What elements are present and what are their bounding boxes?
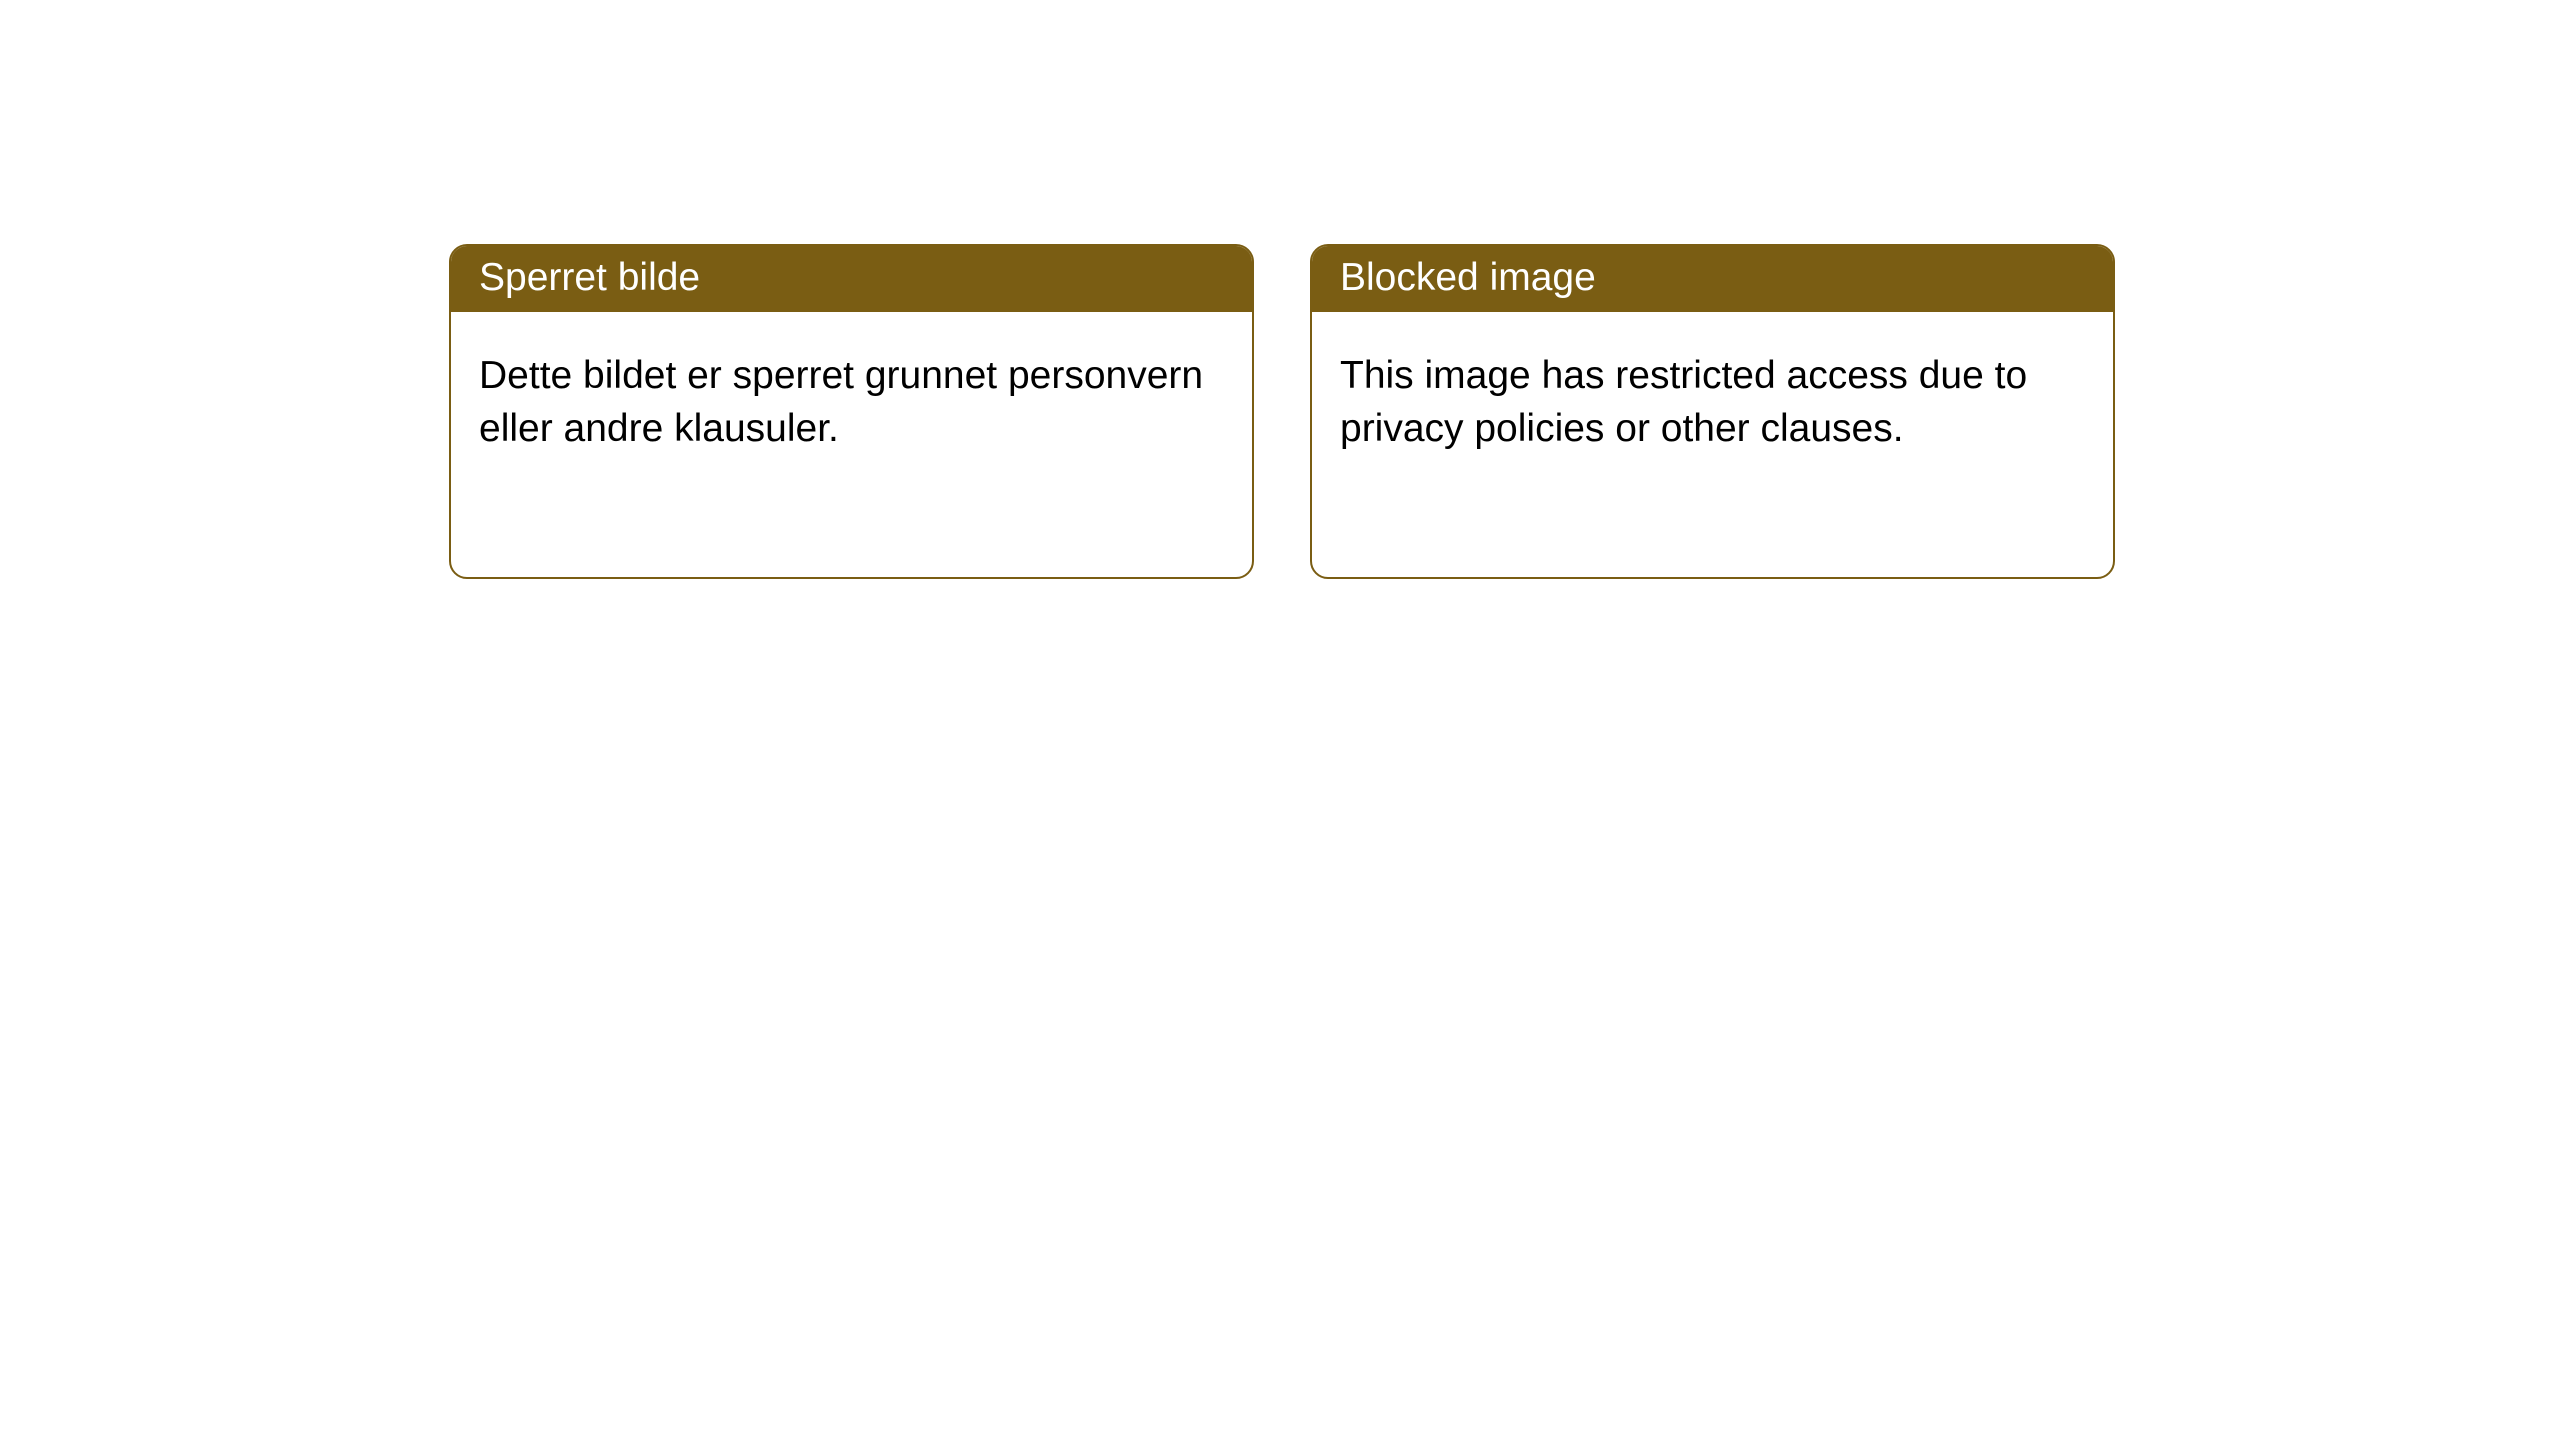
notice-title-norwegian: Sperret bilde: [451, 246, 1252, 312]
notice-card-english: Blocked image This image has restricted …: [1310, 244, 2115, 579]
notice-body-norwegian: Dette bildet er sperret grunnet personve…: [451, 312, 1252, 483]
notice-title-english: Blocked image: [1312, 246, 2113, 312]
notice-card-norwegian: Sperret bilde Dette bildet er sperret gr…: [449, 244, 1254, 579]
notice-body-english: This image has restricted access due to …: [1312, 312, 2113, 483]
notice-container: Sperret bilde Dette bildet er sperret gr…: [0, 0, 2560, 579]
